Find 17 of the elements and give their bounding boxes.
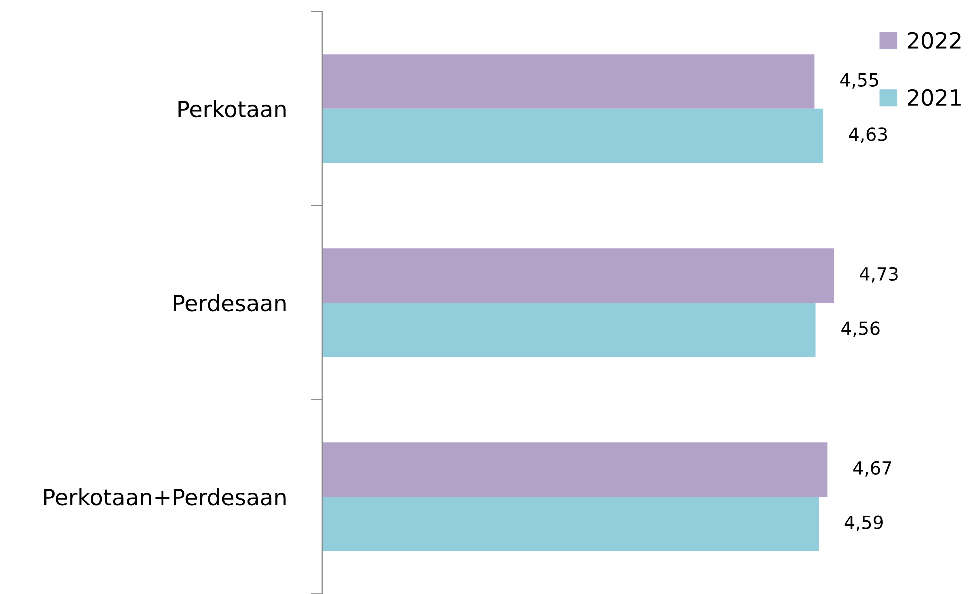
bar	[322, 302, 816, 358]
data-label: 4,73	[860, 267, 898, 283]
y-tick-label: Perkotaan+Perdesaan	[44, 488, 286, 506]
y-tick-label: Perdesaan	[174, 294, 286, 312]
bar	[322, 54, 815, 109]
bar	[322, 248, 834, 303]
legend-label: 2021	[908, 89, 961, 106]
bar	[322, 442, 828, 497]
data-label: 4,59	[844, 516, 883, 532]
data-label: 4,56	[842, 322, 880, 338]
data-label: 4,67	[854, 461, 892, 477]
legend-label: 2022	[908, 32, 961, 50]
data-label: 4,63	[849, 128, 888, 144]
bar	[322, 108, 824, 164]
y-tick-label: Perkotaan	[178, 100, 286, 118]
data-label: 4,55	[840, 74, 878, 89]
bar	[322, 496, 820, 552]
